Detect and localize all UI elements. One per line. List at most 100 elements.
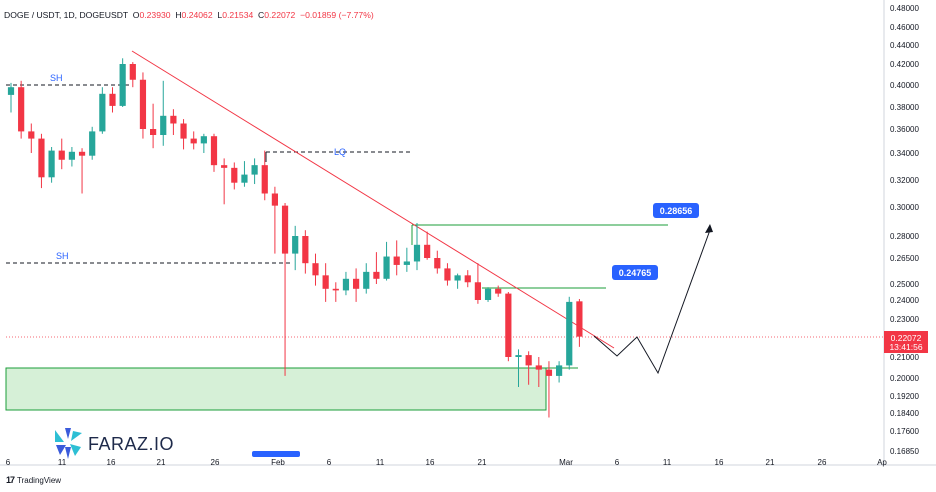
candle[interactable]	[332, 282, 339, 302]
candle[interactable]	[535, 357, 542, 387]
candle[interactable]	[160, 80, 167, 146]
candle[interactable]	[576, 299, 583, 347]
close-value: 0.22072	[264, 10, 296, 20]
candle[interactable]	[292, 225, 299, 271]
candle[interactable]	[58, 138, 65, 170]
svg-text:0.28656: 0.28656	[660, 206, 693, 216]
x-axis-marker	[252, 451, 300, 457]
candle[interactable]	[474, 263, 481, 304]
candle[interactable]	[413, 222, 421, 271]
candle[interactable]	[89, 126, 96, 160]
time-tick-label: 11	[663, 458, 672, 467]
candle[interactable]	[210, 133, 218, 172]
candle[interactable]	[363, 263, 370, 294]
candle[interactable]	[7, 82, 15, 113]
candle[interactable]	[190, 131, 197, 150]
candle-body	[68, 151, 75, 160]
candle[interactable]	[271, 186, 278, 254]
candle[interactable]	[353, 268, 360, 302]
candle-body	[403, 261, 410, 265]
candle[interactable]	[241, 161, 248, 187]
candle[interactable]	[18, 80, 25, 139]
candle-body	[464, 275, 471, 283]
candle[interactable]	[150, 103, 157, 149]
price-tick-label: 0.21000	[890, 353, 919, 362]
candle-body	[78, 151, 86, 156]
candle[interactable]	[281, 202, 289, 376]
candle[interactable]	[444, 263, 451, 286]
candle-body	[383, 256, 390, 279]
candle[interactable]	[403, 247, 410, 272]
price-tick-label: 0.48000	[890, 4, 919, 13]
candle[interactable]	[454, 273, 461, 289]
candle-body	[393, 256, 400, 265]
candle[interactable]	[566, 296, 573, 370]
candle[interactable]	[424, 231, 431, 260]
candle[interactable]	[38, 133, 45, 189]
candle-body	[231, 167, 238, 183]
candle[interactable]	[180, 119, 187, 150]
candle[interactable]	[231, 162, 238, 190]
time-tick-label: 16	[426, 458, 435, 467]
candle[interactable]	[373, 252, 380, 284]
candle[interactable]	[434, 250, 441, 274]
time-tick-label: 16	[715, 458, 724, 467]
price-tick-label: 0.38000	[890, 103, 919, 112]
time-axis[interactable]: 6 11 16 21 26 Feb 6 11 16 21 Mar 6 11 16 21 26 Ap	[6, 458, 888, 467]
candle-body	[129, 64, 136, 80]
target-label-1[interactable]: 0.24765	[612, 265, 658, 280]
price-tick-label: 0.34000	[890, 149, 919, 158]
candle[interactable]	[302, 230, 309, 274]
candle[interactable]	[48, 147, 55, 183]
candle[interactable]	[119, 58, 126, 107]
target-label-2[interactable]: 0.28656	[653, 203, 699, 218]
descending-trendline[interactable]	[131, 50, 615, 349]
candle-body	[525, 355, 532, 366]
candle-body	[180, 123, 187, 139]
price-axis[interactable]: 0.48000 0.46000 0.44000 0.42000 0.40000 0.380…	[890, 4, 919, 456]
demand-zone[interactable]	[5, 367, 547, 411]
tradingview-footer[interactable]: 17 TradingView	[6, 475, 61, 485]
candle-body	[302, 236, 309, 264]
candle[interactable]	[109, 87, 116, 113]
candle[interactable]	[383, 241, 390, 281]
candle-body	[281, 205, 289, 254]
candle[interactable]	[28, 123, 35, 154]
candle[interactable]	[545, 361, 553, 418]
candle[interactable]	[515, 349, 522, 387]
candle[interactable]	[342, 271, 350, 296]
time-tick-label: 21	[766, 458, 775, 467]
candle-body	[190, 138, 197, 144]
price-tick-label: 0.40000	[890, 81, 919, 90]
price-tick-label: 0.18400	[890, 409, 919, 418]
candle[interactable]	[505, 292, 512, 362]
candle[interactable]	[525, 351, 532, 385]
candle[interactable]	[200, 133, 207, 153]
price-tick-label: 0.17600	[890, 427, 919, 436]
candle[interactable]	[78, 148, 86, 194]
lq-label: LQ	[334, 147, 346, 157]
candle[interactable]	[221, 158, 228, 205]
projected-path[interactable]	[593, 229, 711, 375]
candle[interactable]	[464, 270, 471, 288]
time-tick-label: Mar	[559, 458, 573, 467]
candle[interactable]	[99, 87, 106, 134]
candle[interactable]	[129, 62, 136, 88]
candle-body	[484, 288, 492, 300]
time-tick-label: Ap	[877, 458, 887, 467]
price-tick-label: 0.19200	[890, 392, 919, 401]
candle[interactable]	[170, 109, 177, 135]
candle[interactable]	[139, 72, 147, 139]
price-tick-label: 0.28000	[890, 232, 919, 241]
candle[interactable]	[484, 287, 492, 302]
candle[interactable]	[261, 150, 268, 201]
candle[interactable]	[312, 253, 319, 286]
candle[interactable]	[556, 361, 563, 383]
candle[interactable]	[393, 240, 400, 276]
candle[interactable]	[495, 285, 502, 297]
change-value: −0.01859 (−7.77%)	[300, 10, 374, 20]
candle[interactable]	[68, 147, 75, 167]
candle[interactable]	[322, 263, 329, 302]
candle[interactable]	[251, 158, 258, 185]
